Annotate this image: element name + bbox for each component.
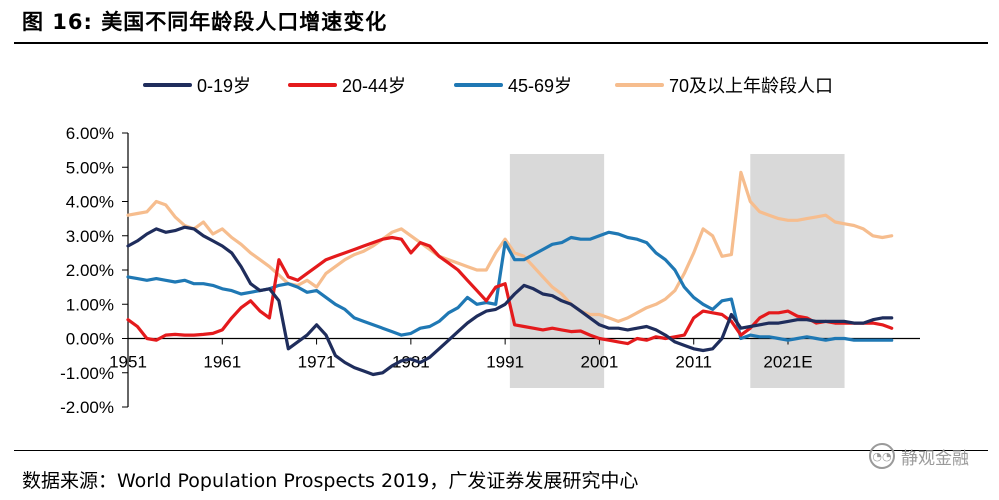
series-line-4 xyxy=(126,170,894,323)
source-divider xyxy=(14,450,988,451)
chart-legend: 0-19岁 20-44岁 45-69岁 70及以上年龄段人口 xyxy=(143,76,833,96)
figure-title: 图 16: 美国不同年龄段人口增速变化 xyxy=(22,10,388,34)
x-tick-label: 1961 xyxy=(203,353,241,372)
y-tick-label: -2.00% xyxy=(60,398,114,417)
y-tick-label: 1.00% xyxy=(66,295,114,314)
legend-label-2: 20-44岁 xyxy=(342,76,406,96)
y-tick-label: 2.00% xyxy=(66,261,114,280)
x-tick-label: 1981 xyxy=(392,353,430,372)
x-tick-label: 2001 xyxy=(581,353,619,372)
legend-label-1: 0-19岁 xyxy=(197,76,251,96)
y-tick-label: 3.00% xyxy=(66,227,114,246)
title-divider xyxy=(14,42,988,44)
series-line-3 xyxy=(126,230,894,342)
x-tick-label: 2021E xyxy=(763,353,812,372)
series-lines xyxy=(126,170,894,377)
source-note: 数据来源：World Population Prospects 2019，广发证… xyxy=(22,470,639,492)
watermark-text: 静观金融 xyxy=(901,448,969,469)
watermark: ◔◔ 静观金融 xyxy=(869,443,969,469)
chart-axes: -2.00% -1.00% 0.00% 1.00% 2.00% 3.00% 4.00% 5.0… xyxy=(60,124,920,417)
series-line-2 xyxy=(126,235,894,346)
y-tick-label: 6.00% xyxy=(66,124,114,143)
wechat-icon: ◔◔ xyxy=(869,443,895,469)
x-tick-label: 1991 xyxy=(486,353,524,372)
series-line-1 xyxy=(126,225,894,377)
line-chart: -2.00% -1.00% 0.00% 1.00% 2.00% 3.00% 4.00% 5.0… xyxy=(60,76,920,417)
legend-label-4: 70及以上年龄段人口 xyxy=(669,76,833,96)
shaded-period-2 xyxy=(750,154,845,388)
shaded-period-1 xyxy=(509,154,605,388)
y-tick-label: 5.00% xyxy=(66,158,114,177)
y-tick-label: -1.00% xyxy=(60,364,114,383)
legend-label-3: 45-69岁 xyxy=(508,76,572,96)
x-tick-label: 1971 xyxy=(298,353,336,372)
x-tick-label: 2011 xyxy=(675,353,712,372)
shaded-periods xyxy=(509,154,845,388)
y-tick-label: 4.00% xyxy=(66,193,114,212)
x-tick-label: 1951 xyxy=(109,353,147,372)
y-tick-label: 0.00% xyxy=(66,330,114,349)
